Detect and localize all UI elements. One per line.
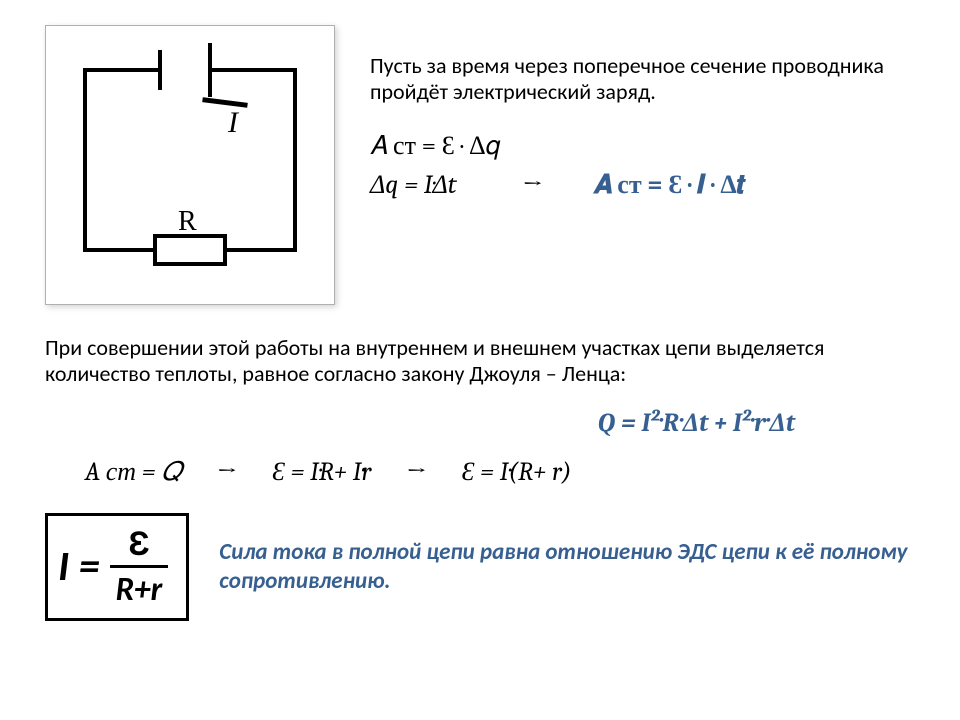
deriv-a: A ст = 𝑄 [85,457,182,488]
boxed-numerator: Ɛ [124,524,153,565]
ohm-law-boxed: I = Ɛ R+r [45,513,189,620]
eq-heat: Q = I²·R·Δt + I²·r·Δt [45,408,915,439]
conclusion-text: Сила тока в полной цепи равна отношению … [219,538,915,596]
eq-result-work: 𝑨 ст = Ɛ · 𝑰 · Δ𝒕 [593,170,745,200]
deriv-b: Ɛ = I·R+ I·r [272,457,371,488]
boxed-denominator: R+r [110,565,169,610]
eq-dq-row: Δq = I·Δt → 𝑨 ст = Ɛ · 𝑰 · Δ𝒕 [370,170,915,201]
circuit-diagram: I R [45,25,335,305]
intro-paragraph: Пусть за время через поперечное сечение … [370,53,915,106]
circuit-svg: I R [60,40,320,290]
deriv-c: Ɛ = I·(R+ r) [462,457,572,488]
joule-lenz-paragraph: При совершении этой работы на внутреннем… [45,335,915,388]
boxed-lhs: I = [58,542,100,592]
label-current: I [227,106,240,139]
derivation-chain: A ст = 𝑄 → Ɛ = I·R+ I·r → Ɛ = I·(R+ r) [45,457,915,488]
label-resistor: R [178,206,197,237]
eq-work-charge: 𝐴 ст = Ɛ · Δ𝑞 [370,131,915,162]
